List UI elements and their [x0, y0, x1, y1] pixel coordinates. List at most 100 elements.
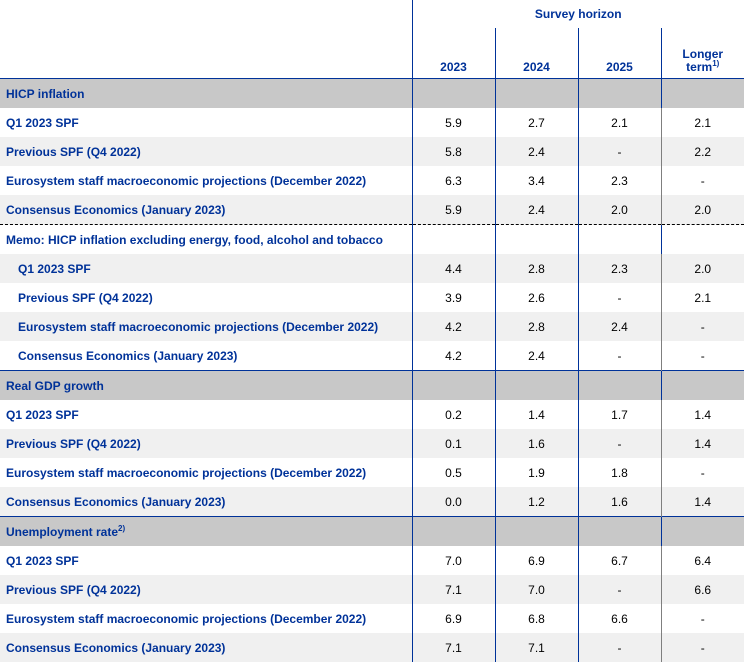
value-cell: 1.8	[577, 458, 661, 487]
value-cell: -	[577, 633, 661, 662]
value-cell: 1.7	[577, 400, 661, 429]
value-cell: 2.7	[494, 108, 578, 137]
value-cell: 5.9	[411, 108, 495, 137]
table-row: Consensus Economics (January 2023) 7.1 7.1…	[0, 633, 744, 662]
section-blank-cell	[494, 516, 578, 546]
value-cell: 0.5	[411, 458, 495, 487]
row-label: Previous SPF (Q4 2022)	[0, 429, 412, 458]
value-cell: 0.0	[411, 487, 495, 517]
header-blank-2	[0, 28, 412, 79]
section-blank-cell	[660, 516, 744, 546]
memo-row: Q1 2023 SPF 4.4 2.8 2.3 2.0	[0, 254, 744, 283]
row-label: Q1 2023 SPF	[6, 407, 79, 422]
value-cell: 6.3	[411, 166, 495, 195]
value-cell: -	[660, 633, 744, 662]
value-cell: 2.4	[577, 312, 661, 341]
value-cell: 2.4	[494, 195, 578, 225]
value-cell: 2.8	[494, 312, 578, 341]
section-blank-cell	[577, 370, 661, 400]
value-cell: 6.7	[577, 546, 661, 575]
value-cell: 7.1	[411, 575, 495, 604]
value-cell: -	[577, 429, 661, 458]
memo-blank-cell	[660, 224, 744, 254]
value-cell: 1.2	[494, 487, 578, 517]
section-blank-cell	[577, 516, 661, 546]
section-header: Unemployment rate2)	[0, 516, 744, 546]
value-cell: 1.4	[660, 487, 744, 517]
column-header-2023: 2023	[411, 28, 495, 79]
value-cell: -	[660, 312, 744, 341]
value-cell: -	[660, 458, 744, 487]
value-cell: 4.4	[411, 254, 495, 283]
memo-row: Previous SPF (Q4 2022) 3.9 2.6-2.1	[0, 283, 744, 312]
value-cell: 1.9	[494, 458, 578, 487]
memo-title: Memo: HICP inflation excluding energy, f…	[0, 224, 412, 254]
section-blank-cell	[494, 370, 578, 400]
row-label: Consensus Economics (January 2023)	[0, 487, 412, 517]
section-title: Unemployment rate2)	[0, 516, 412, 546]
value-cell: 4.2	[411, 341, 495, 371]
memo-row: Eurosystem staff macroeconomic projectio…	[0, 312, 744, 341]
row-label: Eurosystem staff macroeconomic projectio…	[6, 611, 367, 626]
value-cell: 1.6	[577, 487, 661, 517]
section-header: HICP inflation	[0, 78, 744, 108]
section-blank-cell	[660, 78, 744, 108]
value-cell: 2.1	[577, 108, 661, 137]
section-footnote: 2)	[118, 523, 126, 533]
table-row: Consensus Economics (January 2023) 5.9 2.4…	[0, 195, 744, 225]
row-label: Eurosystem staff macroeconomic projectio…	[6, 173, 367, 188]
table-row: Consensus Economics (January 2023) 0.0 1.2…	[0, 487, 744, 517]
value-cell: 1.4	[660, 400, 744, 429]
table-row: Previous SPF (Q4 2022) 0.1 1.6-1.4	[0, 429, 744, 458]
value-cell: 6.6	[577, 604, 661, 633]
value-cell: 2.1	[660, 108, 744, 137]
value-cell: 1.6	[494, 429, 578, 458]
row-label: Eurosystem staff macroeconomic projectio…	[6, 465, 367, 480]
value-cell: 5.9	[411, 195, 495, 225]
survey-horizon-heading: Survey horizon	[411, 0, 744, 28]
value-cell: -	[577, 283, 661, 312]
value-cell: -	[660, 341, 744, 371]
value-cell: 7.1	[494, 633, 578, 662]
value-cell: -	[577, 575, 661, 604]
table-row: Q1 2023 SPF 7.0 6.9 6.7 6.4	[0, 546, 744, 575]
table-row: Eurosystem staff macroeconomic projectio…	[0, 166, 744, 195]
value-cell: -	[577, 341, 661, 371]
section-blank-cell	[660, 370, 744, 400]
value-cell: 7.0	[494, 575, 578, 604]
value-cell: 2.6	[494, 283, 578, 312]
section-blank-cell	[494, 78, 578, 108]
value-cell: 2.0	[577, 195, 661, 225]
value-cell: 1.4	[494, 400, 578, 429]
row-label: Consensus Economics (January 2023)	[18, 348, 238, 363]
section-title: Real GDP growth	[0, 370, 412, 400]
value-cell: 2.4	[494, 137, 578, 166]
longer-term-footnote: 1)	[712, 59, 720, 68]
row-label: Consensus Economics (January 2023)	[0, 633, 412, 662]
value-cell: 2.3	[577, 166, 661, 195]
section-title-text: Real GDP growth	[6, 378, 104, 393]
value-cell: 2.8	[494, 254, 578, 283]
section-blank-cell	[411, 516, 495, 546]
value-cell: -	[660, 166, 744, 195]
section-title-text: HICP inflation	[6, 86, 85, 101]
value-cell: 4.2	[411, 312, 495, 341]
value-cell: 7.1	[411, 633, 495, 662]
table-body: HICP inflation Q1 2023 SPF 5.9 2.7 2.1 2.1 Pre…	[0, 78, 744, 662]
memo-header: Memo: HICP inflation excluding energy, f…	[0, 224, 744, 254]
value-cell: 7.0	[411, 546, 495, 575]
value-cell: 2.0	[660, 195, 744, 225]
value-cell: 6.9	[494, 546, 578, 575]
value-cell: 6.9	[411, 604, 495, 633]
memo-row: Consensus Economics (January 2023) 4.2 2.4…	[0, 341, 744, 371]
table-row: Previous SPF (Q4 2022) 5.8 2.4-2.2	[0, 137, 744, 166]
table-row: Eurosystem staff macroeconomic projectio…	[0, 458, 744, 487]
longer-term-line1: Longer	[682, 47, 724, 61]
value-cell: 2.0	[660, 254, 744, 283]
value-cell: -	[577, 137, 661, 166]
value-cell: 2.4	[494, 341, 578, 371]
table-row: Q1 2023 SPF 0.2 1.4 1.7 1.4	[0, 400, 744, 429]
row-label: Q1 2023 SPF	[6, 115, 79, 130]
